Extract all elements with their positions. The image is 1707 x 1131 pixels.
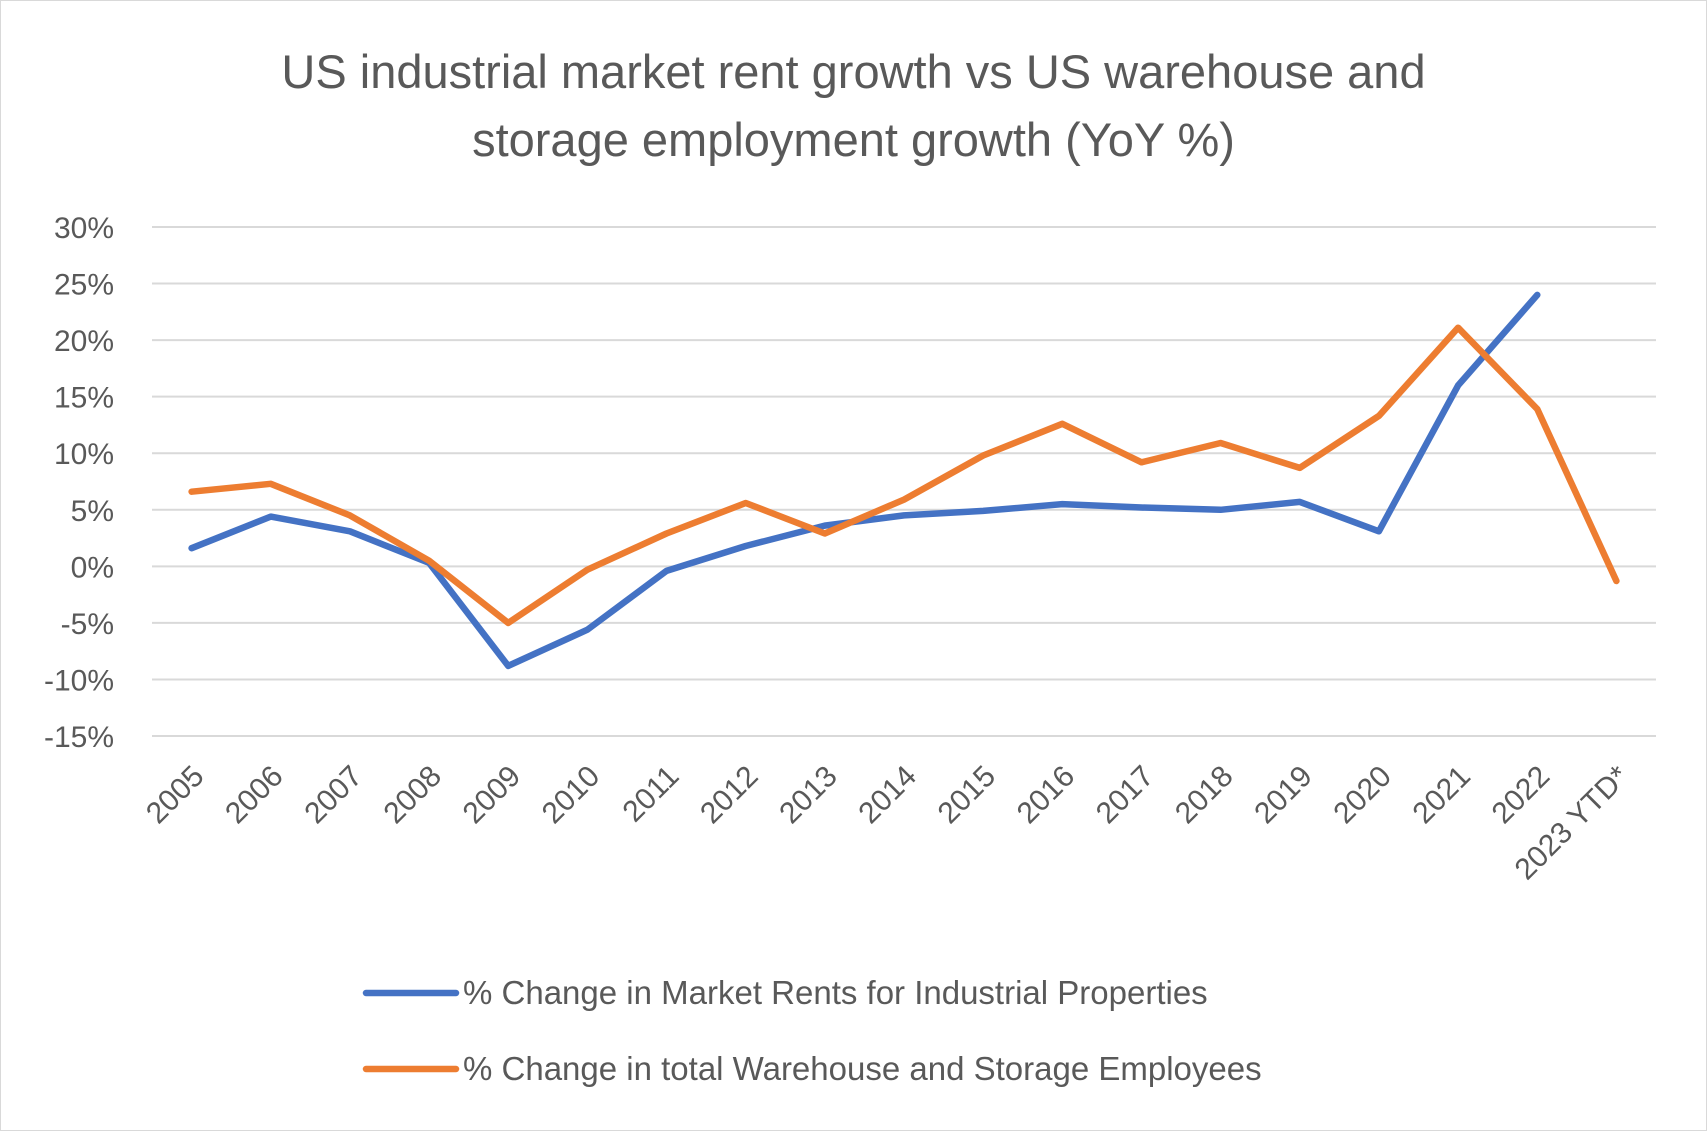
y-tick-label: -10% (44, 664, 114, 697)
x-tick-label: 2012 (694, 760, 765, 831)
x-tick-label: 2013 (773, 760, 844, 831)
x-tick-label: 2011 (617, 760, 686, 829)
y-tick-label: 30% (54, 212, 114, 245)
y-tick-label: -5% (61, 608, 114, 641)
chart-title-line-1: US industrial market rent growth vs US w… (281, 45, 1426, 98)
x-tick-label: 2009 (457, 760, 528, 831)
legend-label-2: % Change in total Warehouse and Storage … (463, 1050, 1262, 1087)
x-tick-label: 2008 (377, 760, 448, 831)
chart-title: US industrial market rent growth vs US w… (0, 38, 1707, 174)
gridlines (152, 226, 1656, 737)
x-tick-label: 2021 (1407, 760, 1478, 831)
x-tick-label: 2006 (219, 760, 290, 831)
y-axis-ticks: 30% 25% 20% 15% 10% 5% 0% -5% -10% -15% (44, 212, 114, 754)
y-tick-label: 25% (54, 269, 114, 302)
y-tick-label: -15% (44, 721, 114, 754)
x-tick-label: 2007 (298, 760, 369, 831)
y-tick-label: 10% (54, 438, 114, 471)
x-tick-label: 2015 (932, 760, 1003, 831)
legend: % Change in Market Rents for Industrial … (362, 974, 1262, 1087)
x-tick-label: 2018 (1169, 760, 1240, 831)
y-tick-label: 0% (71, 551, 114, 584)
y-tick-label: 20% (54, 325, 114, 358)
y-tick-label: 15% (54, 382, 114, 415)
x-tick-label: 2005 (140, 760, 211, 831)
legend-label-1: % Change in Market Rents for Industrial … (463, 974, 1208, 1011)
x-tick-label: 2017 (1090, 760, 1161, 831)
x-axis-ticks: 2005 2006 2007 2008 2009 2010 2011 2012 2013 2014… (140, 759, 1636, 886)
x-tick-label: 2010 (536, 760, 607, 831)
x-tick-label: 2019 (1248, 760, 1319, 831)
y-tick-label: 5% (71, 495, 114, 528)
chart-title-line-2: storage employment growth (YoY %) (472, 113, 1235, 166)
x-tick-label: 2022 (1486, 760, 1557, 831)
x-tick-label: 2014 (852, 760, 923, 831)
x-tick-label: 2020 (1327, 760, 1398, 831)
series-line-1 (188, 291, 1541, 670)
series-line-2 (188, 324, 1620, 627)
x-tick-label: 2016 (1011, 760, 1082, 831)
